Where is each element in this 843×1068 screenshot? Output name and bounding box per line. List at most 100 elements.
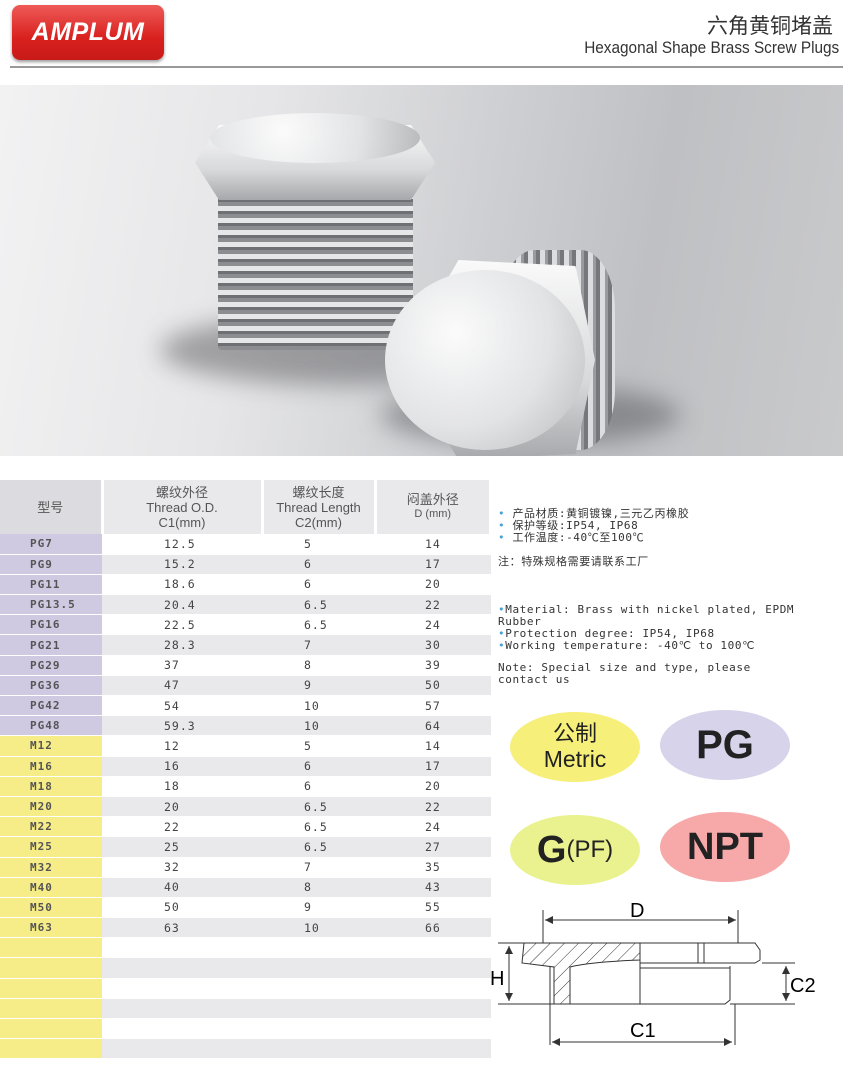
cell-thread-length: 6 [262,574,375,596]
cell-d [375,957,491,979]
cell-d: 57 [375,695,491,717]
cell-thread-od [102,957,262,979]
cell-thread-od [102,937,262,959]
cell-thread-length: 9 [262,897,375,919]
table-row: M63 63 10 66 [0,917,491,939]
cell-thread-length: 6 [262,756,375,777]
table-row: PG7 12.5 5 14 [0,534,491,555]
cell-d: 35 [375,857,491,878]
header-divider [10,66,843,68]
cell-d [375,978,491,999]
cell-d [375,998,491,1020]
cell-model [0,937,102,959]
cell-thread-od: 28.3 [102,634,262,656]
cell-d: 24 [375,614,491,636]
badge-g-pf: G (PF) [510,815,640,885]
cell-d [375,937,491,959]
col-thread-length: 螺纹长度 Thread Length C2(mm) [262,480,377,534]
cell-thread-length: 6 [262,554,375,575]
empty-row [0,957,491,979]
cell-model [0,1018,102,1040]
cell-model: M22 [0,816,102,838]
cell-model: M18 [0,776,102,797]
cell-thread-length: 7 [262,857,375,878]
label-h: H [490,968,504,990]
col-model: 型号 [0,480,104,534]
col-thread-od: 螺纹外径 Thread O.D. C1(mm) [102,480,264,534]
cell-thread-length: 6 [262,776,375,797]
cell-thread-od: 12.5 [102,534,262,555]
cell-d: 14 [375,735,491,757]
cell-thread-length: 8 [262,655,375,676]
table-row: PG29 37 8 39 [0,655,491,676]
empty-row [0,978,491,999]
cell-thread-od: 18.6 [102,574,262,596]
cell-d: 24 [375,816,491,838]
table-row: PG9 15.2 6 17 [0,554,491,575]
cell-model [0,957,102,979]
cell-thread-od: 22 [102,816,262,838]
cell-thread-length [262,978,375,999]
cell-thread-od: 20.4 [102,594,262,616]
page-title-en: Hexagonal Shape Brass Screw Plugs [583,39,839,57]
cell-model: PG42 [0,695,102,717]
label-c1: C1 [630,1020,656,1042]
cell-d: 20 [375,574,491,596]
cell-model: M25 [0,836,102,858]
cell-d: 27 [375,836,491,858]
label-c2: C2 [790,975,816,997]
cell-model: M20 [0,796,102,818]
cell-d: 17 [375,756,491,777]
cell-model: PG7 [0,534,102,555]
cell-model: M40 [0,877,102,898]
cell-thread-length [262,937,375,959]
cell-thread-length [262,998,375,1020]
empty-row [0,1018,491,1040]
cell-model [0,978,102,999]
table-row: M16 16 6 17 [0,756,491,777]
badge-pg: PG [660,710,790,780]
cell-thread-length: 8 [262,877,375,898]
cell-thread-od [102,998,262,1020]
table-row: PG42 54 10 57 [0,695,491,717]
cell-thread-length: 9 [262,675,375,697]
cell-thread-length [262,1018,375,1040]
cell-d: 50 [375,675,491,697]
table-row: M50 50 9 55 [0,897,491,919]
cell-d: 22 [375,594,491,616]
badge-npt: NPT [660,812,790,882]
cell-thread-length [262,957,375,979]
cell-thread-od: 37 [102,655,262,676]
empty-row [0,937,491,959]
cell-thread-length: 7 [262,634,375,656]
cell-thread-od: 25 [102,836,262,858]
cell-thread-od: 50 [102,897,262,919]
cell-thread-length: 10 [262,695,375,717]
cell-thread-od: 12 [102,735,262,757]
cell-thread-od: 54 [102,695,262,717]
cell-model [0,1038,102,1060]
cell-model [0,998,102,1020]
dimension-diagram: D H C1 C2 [490,900,816,1046]
cell-model: PG16 [0,614,102,636]
cell-thread-od: 59.3 [102,715,262,737]
cell-d: 55 [375,897,491,919]
table-row: M18 18 6 20 [0,776,491,797]
table-row: M22 22 6.5 24 [0,816,491,838]
cell-thread-od: 15.2 [102,554,262,575]
cell-d: 66 [375,917,491,939]
cell-model: M63 [0,917,102,939]
cell-thread-length: 6.5 [262,614,375,636]
plug-thread [218,190,413,350]
cell-thread-length [262,1038,375,1060]
logo-text: AMPLUM [31,18,145,46]
brand-logo: AMPLUM [12,5,164,60]
col-d: 闷盖外径 D (mm) [375,480,492,534]
cell-thread-od: 22.5 [102,614,262,636]
table-row: PG21 28.3 7 30 [0,634,491,656]
badge-metric: 公制 Metric [510,712,640,782]
notes-en: •Material: Brass with nickel plated, EPD… [498,603,795,686]
cell-model: PG36 [0,675,102,697]
cell-model: M32 [0,857,102,878]
cell-model: PG48 [0,715,102,737]
